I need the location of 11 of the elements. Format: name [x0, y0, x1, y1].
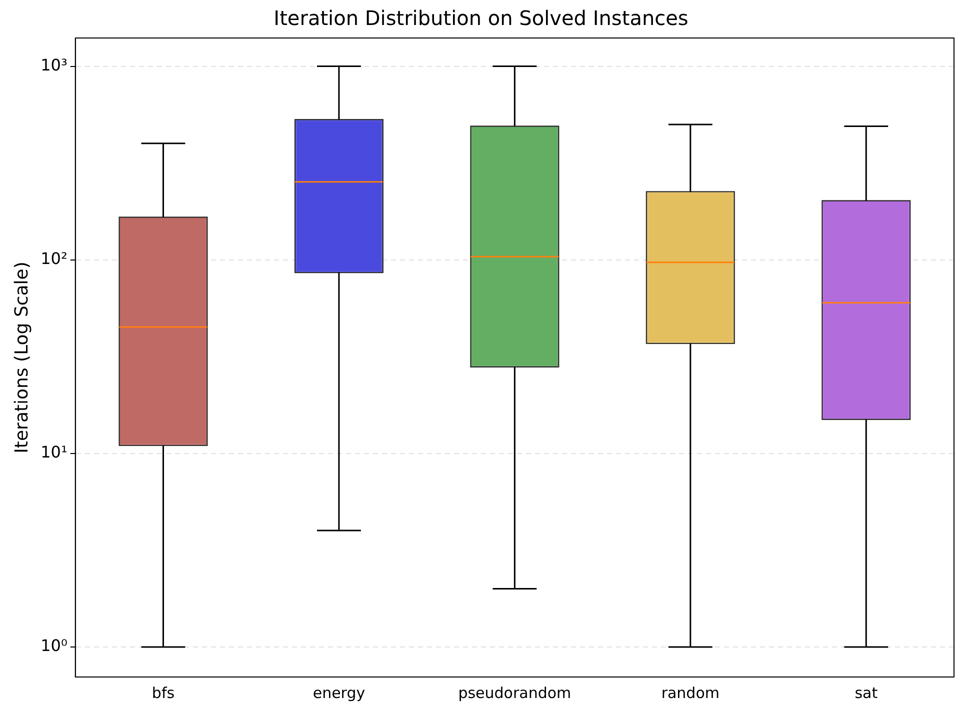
y-tick-label: 10⁰	[40, 636, 68, 656]
x-tick-label: pseudorandom	[458, 684, 572, 702]
y-tick-label: 10¹	[40, 442, 68, 462]
x-tick-label: sat	[854, 684, 878, 702]
y-tick-label: 10²	[40, 249, 68, 268]
x-tick-label: random	[661, 684, 720, 702]
y-tick-label: 10³	[40, 55, 68, 74]
x-tick-label: bfs	[152, 684, 175, 702]
x-tick-label: energy	[312, 684, 366, 702]
y-axis-title: Iterations (Log Scale)	[11, 262, 32, 454]
chart-title: Iteration Distribution on Solved Instances	[274, 6, 688, 30]
